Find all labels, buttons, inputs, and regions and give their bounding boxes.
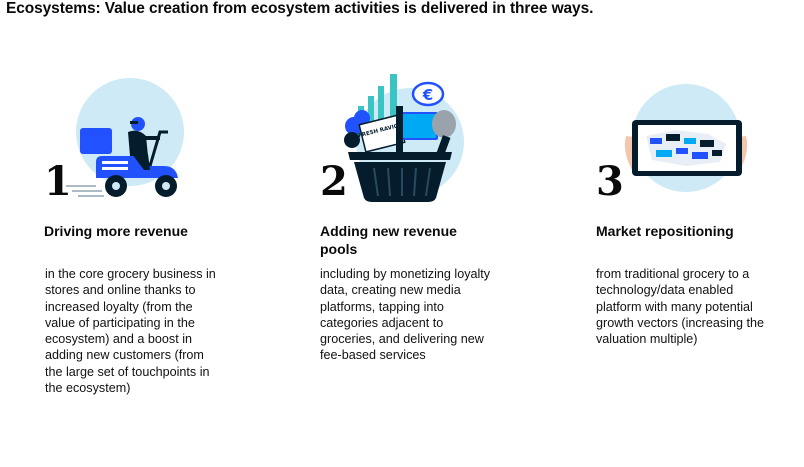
description-2: including by monetizing loyalty data, cr… <box>320 267 491 363</box>
description-3: from traditional grocery to a technology… <box>596 267 764 347</box>
value-item-1: 1 Driving more revenue in the core groce… <box>44 0 284 467</box>
heading-1: Driving more revenue <box>44 223 188 239</box>
value-item-3: 3 Market repositioning from traditional … <box>596 0 804 467</box>
grocery-basket-icon: € FRESH RAVIOLI <box>344 74 464 202</box>
tablet-data-icon <box>624 84 748 192</box>
step-number-2: 2 <box>320 158 348 205</box>
heading-2: Adding new revenue pools <box>320 223 457 257</box>
heading-3: Market repositioning <box>596 223 734 239</box>
delivery-scooter-icon <box>66 78 184 197</box>
value-item-2: € FRESH RAVIOLI 2 Adding new revenue poo… <box>320 0 560 467</box>
step-number-1: 1 <box>44 158 72 205</box>
description-1: in the core grocery business in stores a… <box>45 267 216 396</box>
step-number-3: 3 <box>596 158 624 205</box>
euro-symbol: € <box>422 86 433 104</box>
page-title: Ecosystems: Value creation from ecosyste… <box>6 0 594 17</box>
